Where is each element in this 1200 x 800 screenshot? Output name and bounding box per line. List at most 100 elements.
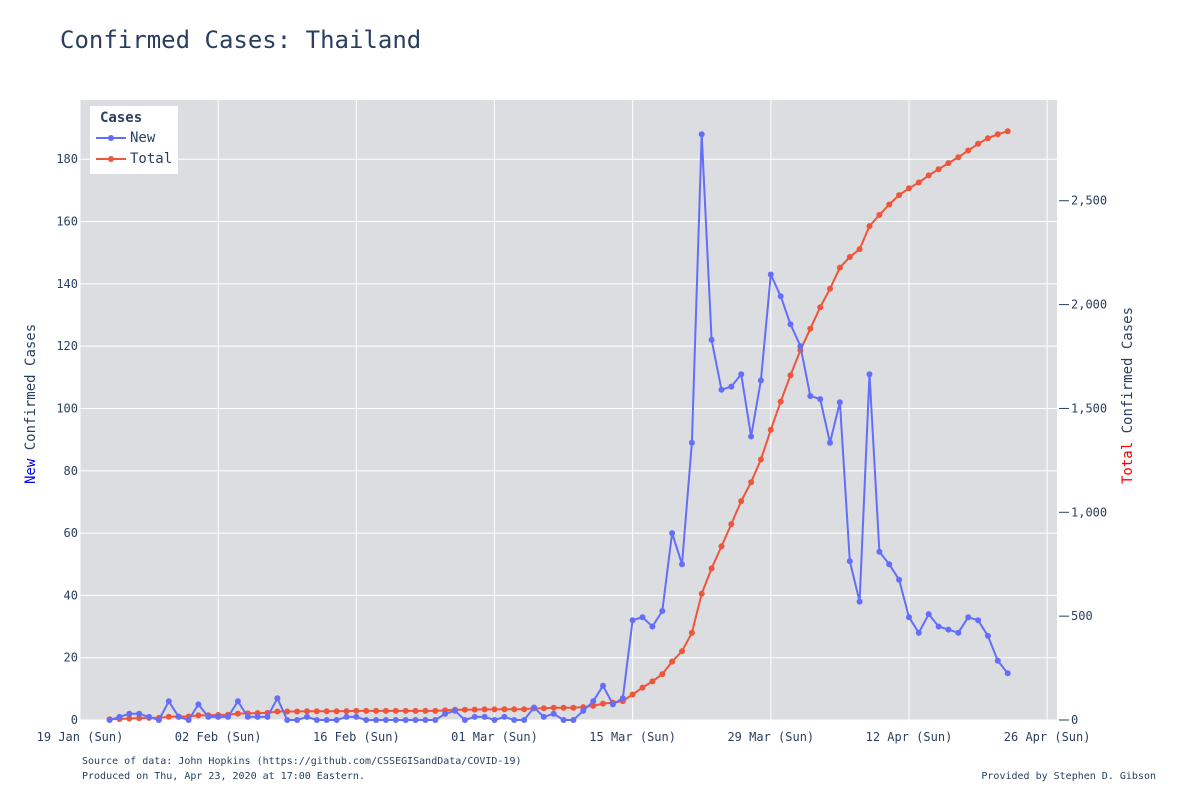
- y-left-tick-label: 60: [64, 526, 78, 540]
- y-axis-left-label-prefix: New: [23, 458, 39, 484]
- data-point-new: [422, 717, 429, 723]
- data-point-new: [748, 433, 755, 440]
- data-point-total: [511, 706, 518, 713]
- data-point-new: [718, 386, 725, 393]
- x-tick-label: 01 Mar (Sun): [451, 730, 538, 744]
- legend-item-total[interactable]: Total: [96, 151, 172, 167]
- data-point-new: [501, 713, 508, 720]
- data-point-new: [511, 717, 518, 723]
- data-point-new: [984, 632, 991, 639]
- data-point-new: [827, 439, 833, 446]
- data-point-new: [639, 614, 646, 621]
- x-tick-label: 02 Feb (Sun): [175, 730, 262, 744]
- data-point-new: [461, 717, 468, 723]
- y-axis-left-label-rest: Confirmed Cases: [23, 323, 39, 459]
- data-point-new: [234, 698, 241, 705]
- data-point-total: [550, 704, 557, 711]
- data-point-new: [471, 713, 478, 720]
- data-point-total: [945, 160, 952, 167]
- y-left-tick-label: 40: [64, 588, 78, 602]
- data-point-total: [471, 706, 478, 713]
- data-point-total: [846, 254, 853, 260]
- data-point-new: [619, 695, 626, 702]
- data-point-new: [333, 717, 340, 723]
- data-point-total: [886, 201, 893, 208]
- data-point-new: [609, 701, 616, 708]
- x-axis: 19 Jan (Sun) 02 Feb (Sun) 16 Feb (Sun) 01 M…: [37, 730, 1091, 744]
- data-point-total: [915, 179, 922, 186]
- data-point-new: [866, 371, 873, 378]
- data-point-total: [382, 707, 389, 714]
- data-point-total: [669, 658, 676, 665]
- legend[interactable]: Cases New Total: [90, 106, 178, 174]
- data-point-total: [984, 135, 991, 142]
- data-point-new: [580, 707, 587, 714]
- data-point-total: [590, 702, 597, 709]
- data-point-new: [669, 530, 676, 537]
- data-point-total: [856, 246, 863, 253]
- data-point-new: [432, 717, 439, 723]
- data-point-total: [422, 707, 429, 714]
- data-point-total: [866, 223, 873, 230]
- data-point-total: [323, 708, 330, 715]
- data-point-new: [274, 695, 281, 702]
- data-point-new: [382, 717, 389, 723]
- data-point-new: [205, 713, 212, 720]
- legend-title: Cases: [100, 110, 143, 126]
- data-point-new: [777, 293, 784, 300]
- data-point-total: [688, 629, 695, 636]
- data-point-new: [649, 623, 656, 630]
- data-point-total: [363, 707, 370, 714]
- data-point-new: [195, 701, 202, 708]
- data-point-new: [185, 717, 192, 723]
- data-point-total: [955, 154, 962, 161]
- data-point-new: [698, 131, 705, 138]
- data-point-total: [570, 704, 577, 711]
- data-point-total: [392, 707, 399, 714]
- data-point-new: [531, 704, 537, 711]
- data-point-total: [827, 285, 833, 292]
- data-point-total: [195, 712, 202, 719]
- data-point-total: [560, 704, 567, 711]
- data-point-total: [767, 426, 774, 433]
- y-left-tick-label: 140: [56, 277, 78, 291]
- data-point-total: [748, 479, 755, 486]
- data-point-new: [570, 717, 577, 723]
- data-point-new: [116, 713, 123, 720]
- data-point-new: [254, 713, 261, 720]
- legend-item-new[interactable]: New: [96, 130, 155, 146]
- y-axis-right-label-prefix: Total: [1120, 441, 1136, 484]
- legend-label-new: New: [130, 130, 156, 146]
- data-point-new: [886, 561, 893, 568]
- legend-swatch-total: [96, 156, 126, 162]
- y-right-tick-label: 2,500: [1071, 194, 1107, 208]
- data-point-total: [333, 708, 340, 715]
- y-left-tick-label: 0: [71, 713, 78, 727]
- data-point-new: [491, 717, 498, 723]
- data-point-total: [274, 708, 281, 715]
- data-point-new: [836, 399, 843, 406]
- y-right-tick-label: 0: [1071, 713, 1078, 727]
- legend-label-total: Total: [130, 151, 173, 167]
- data-point-total: [136, 715, 143, 722]
- source-note: Source of data: John Hopkins (https://gi…: [82, 756, 522, 767]
- data-point-new: [994, 657, 1001, 664]
- data-point-new: [955, 629, 962, 636]
- data-point-total: [639, 684, 646, 691]
- data-point-total: [649, 678, 656, 685]
- data-point-total: [935, 166, 942, 173]
- data-point-new: [925, 611, 932, 618]
- y-right-tick-label: 500: [1071, 609, 1093, 623]
- x-tick-label: 12 Apr (Sun): [866, 730, 953, 744]
- data-point-total: [629, 691, 636, 698]
- x-tick-label: 16 Feb (Sun): [313, 730, 400, 744]
- data-point-new: [935, 623, 942, 630]
- data-point-total: [521, 706, 528, 713]
- y-right-tick-label: 1,500: [1071, 401, 1107, 415]
- data-point-total: [501, 706, 508, 713]
- data-point-new: [225, 713, 231, 720]
- x-tick-label: 29 Mar (Sun): [727, 730, 814, 744]
- y-left-tick-label: 180: [56, 152, 78, 166]
- x-tick-label: 15 Mar (Sun): [589, 730, 676, 744]
